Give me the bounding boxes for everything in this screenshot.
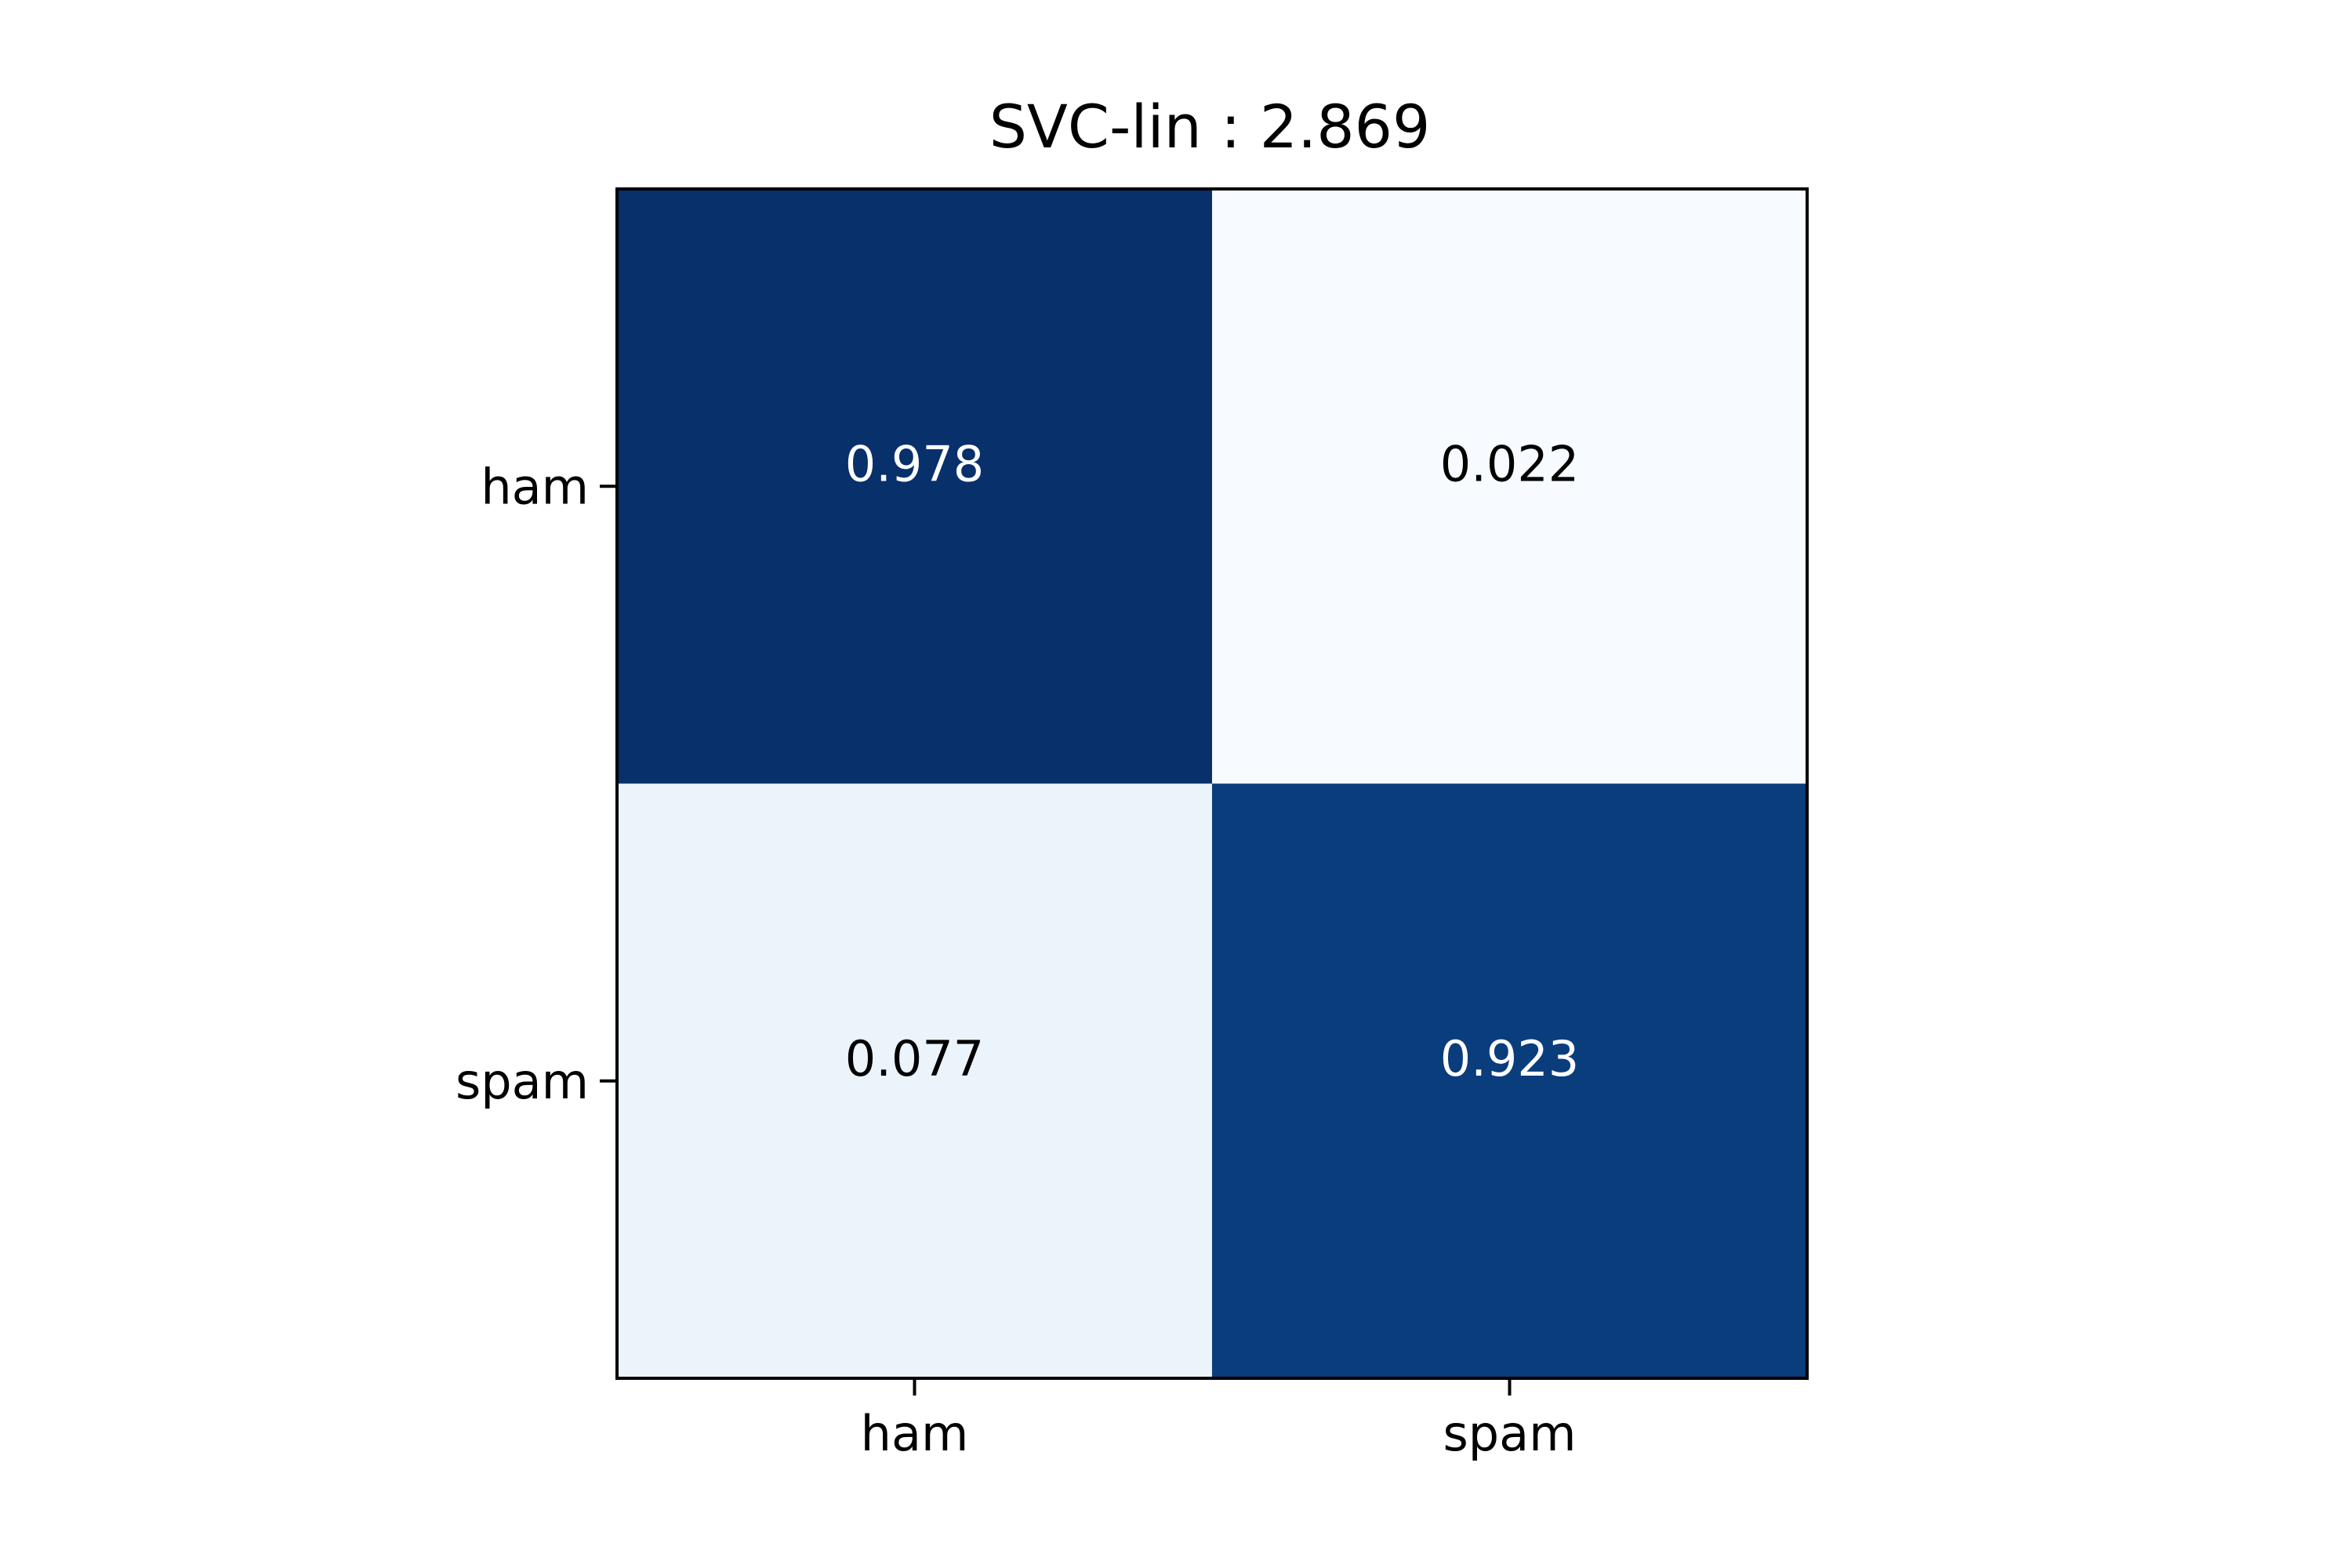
cell-spam-ham <box>617 783 1212 1378</box>
y-axis: ham spam <box>456 458 617 1110</box>
cell-value-labels: 0.978 0.022 0.077 0.923 <box>845 435 1580 1087</box>
y-tick-label-ham: ham <box>481 458 589 515</box>
cell-label-spam-ham: 0.077 <box>845 1030 985 1087</box>
plot-frame <box>615 187 1809 1380</box>
x-tick-label-spam: spam <box>1443 1405 1576 1462</box>
cell-spam-spam <box>1212 783 1807 1378</box>
cell-label-ham-ham: 0.978 <box>845 435 985 492</box>
cell-label-spam-spam: 0.923 <box>1440 1030 1580 1087</box>
y-tick-label-spam: spam <box>456 1053 589 1110</box>
cell-ham-ham <box>617 189 1212 784</box>
chart-title: SVC-lin : 2.869 <box>989 92 1431 162</box>
heatmap-cells <box>617 189 1807 1378</box>
x-axis: ham spam <box>861 1378 1577 1462</box>
cell-ham-spam <box>1212 189 1807 784</box>
cell-label-ham-spam: 0.022 <box>1440 435 1580 492</box>
x-tick-label-ham: ham <box>861 1405 969 1462</box>
